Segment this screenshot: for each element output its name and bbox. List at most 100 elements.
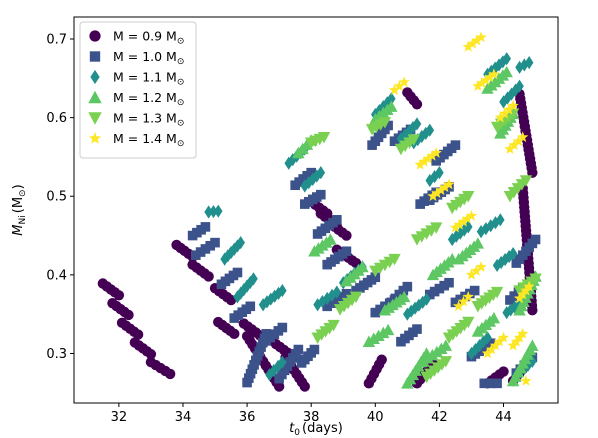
data-point (455, 294, 466, 305)
data-point (200, 222, 211, 232)
data-point (492, 378, 502, 389)
data-point (205, 240, 216, 251)
data-point (485, 343, 498, 355)
data-point (475, 31, 487, 43)
legend-marker (88, 132, 102, 144)
data-point (200, 244, 211, 254)
x-tick-label: 32 (111, 410, 128, 425)
legend-box (79, 21, 197, 159)
data-point (258, 298, 268, 312)
x-axis-ticks: 32 34 36 38 40 42 44 (111, 403, 512, 425)
data-point (327, 319, 340, 332)
data-point (457, 215, 470, 227)
data-point (476, 77, 488, 89)
x-tick-label: 38 (303, 410, 320, 425)
data-point (485, 338, 496, 349)
data-point (430, 147, 442, 158)
data-point (502, 305, 512, 320)
data-point (507, 99, 519, 111)
data-point (204, 205, 213, 219)
data-point (418, 155, 430, 167)
series-6 (388, 31, 535, 386)
data-point (475, 261, 487, 272)
x-tick-label: 36 (239, 410, 256, 425)
data-point (213, 204, 223, 218)
data-point (512, 135, 525, 147)
data-point (245, 301, 256, 312)
data-point (317, 132, 331, 144)
y-tick-label: 0.5 (46, 190, 67, 205)
data-point (497, 331, 510, 343)
data-point (487, 311, 501, 324)
data-point (453, 218, 466, 230)
data-point (370, 272, 381, 283)
data-point (462, 290, 474, 302)
legend-label: M = 1.2 M⊙ (113, 90, 184, 108)
data-point (336, 292, 347, 302)
data-point (431, 187, 443, 199)
data-point (191, 250, 201, 261)
data-point (262, 295, 272, 309)
data-point (407, 134, 420, 146)
data-point (123, 309, 134, 321)
data-point (439, 356, 453, 368)
data-point (479, 378, 490, 389)
data-point (517, 327, 529, 339)
data-point (472, 80, 484, 91)
legend-marker (90, 69, 100, 85)
data-point (500, 65, 513, 78)
data-point (471, 34, 483, 46)
data-points (97, 31, 542, 392)
data-point (318, 294, 327, 309)
data-point (496, 213, 505, 227)
data-point (233, 239, 242, 253)
data-point (397, 290, 411, 303)
data-point (425, 123, 435, 137)
data-point (327, 298, 337, 308)
data-point (449, 221, 462, 233)
legend-label: M = 1.4 M⊙ (113, 131, 184, 149)
data-point (322, 301, 333, 312)
data-point (508, 247, 518, 261)
data-point (220, 252, 229, 266)
data-point (385, 100, 398, 112)
series-5 (304, 108, 542, 384)
legend-item: M = 1.2 M⊙ (88, 90, 184, 108)
data-point (269, 363, 279, 378)
data-point (249, 272, 258, 286)
data-point (434, 283, 445, 294)
legend: M = 0.9 M⊙ M = 1.0 M⊙ M = 1.1 M⊙ M = 1.2 M⊙… (79, 21, 197, 159)
data-point (479, 335, 488, 349)
data-point (236, 236, 245, 250)
data-point (465, 268, 478, 280)
data-point (435, 184, 447, 196)
legend-label: M = 0.9 M⊙ (113, 29, 184, 47)
data-point (527, 305, 538, 316)
data-point (277, 322, 288, 333)
data-point (462, 40, 474, 52)
data-point (488, 68, 500, 80)
x-tick-label: 42 (431, 410, 448, 425)
data-point (377, 326, 390, 339)
y-tick-label: 0.3 (46, 347, 67, 362)
data-point (513, 331, 526, 343)
data-point (379, 100, 388, 114)
data-point (515, 79, 524, 93)
legend-item: M = 1.4 M⊙ (88, 131, 184, 149)
data-point (439, 339, 453, 351)
plot-frame (73, 16, 559, 404)
data-point (529, 273, 542, 285)
data-point (388, 253, 401, 266)
legend-item: M = 0.9 M⊙ (89, 29, 184, 47)
data-point (398, 76, 410, 88)
data-point (341, 230, 352, 241)
data-point (273, 381, 285, 392)
data-point (113, 290, 125, 301)
legend-label: M = 1.0 M⊙ (113, 49, 184, 67)
data-point (383, 96, 392, 110)
data-point (443, 178, 455, 190)
data-point (493, 335, 506, 347)
data-point (299, 381, 310, 392)
data-point (498, 55, 508, 69)
